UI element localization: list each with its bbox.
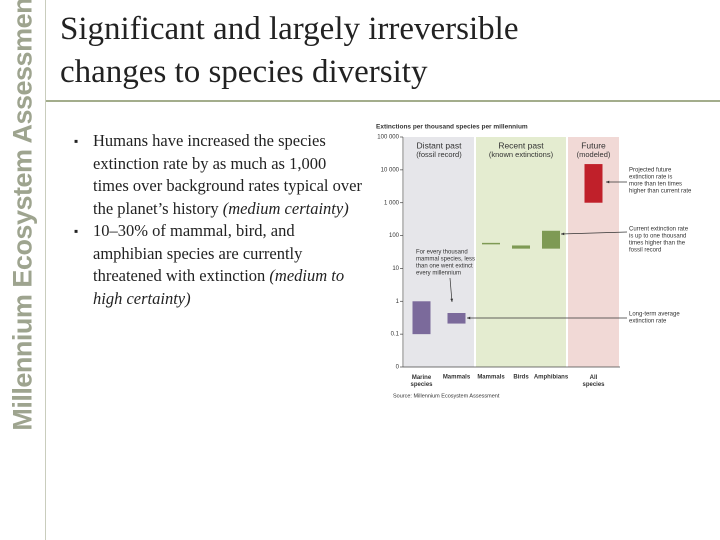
annotation: For every thousand <box>416 250 468 256</box>
range-bar <box>512 245 530 249</box>
period-subtitle: (fossil record) <box>416 150 462 159</box>
label-word: Marine <box>412 375 432 381</box>
bullet-text: (medium certainty) <box>222 198 349 218</box>
annotation: times higher than the <box>629 241 686 247</box>
x-tick-label: Mammals <box>477 375 505 381</box>
y-tick-label: 100 000 <box>377 135 399 141</box>
y-tick-label: 1 <box>396 299 400 305</box>
arrow-head <box>561 232 565 236</box>
slide-title: Significant and largely irreversible cha… <box>60 8 519 94</box>
period-subtitle: (known extinctions) <box>489 150 554 159</box>
annotation: higher than current rate <box>629 189 692 195</box>
bullet-text: Humans have increased the species extinc… <box>93 131 362 218</box>
label-word: species <box>582 382 605 388</box>
annotation: every millennium <box>416 271 461 277</box>
period-panel <box>476 137 566 367</box>
y-tick-label: 10 000 <box>381 167 400 173</box>
arrow-head <box>467 316 471 320</box>
bullet: 10–30% of mammal, bird, and amphibian sp… <box>74 220 366 310</box>
annotation: than one went extinct <box>416 264 473 270</box>
bullet-list: Humans have increased the species extinc… <box>74 130 366 310</box>
period-name: Recent past <box>498 140 544 150</box>
x-tick-label: Amphibians <box>534 375 569 381</box>
annotation: Projected future <box>629 168 672 174</box>
period-name: Future <box>581 140 606 150</box>
source: Source: Millennium Ecosystem Assessment <box>393 393 500 399</box>
x-tick-label: All species <box>582 375 605 388</box>
period-name: Distant past <box>417 140 463 150</box>
range-bar <box>447 313 466 324</box>
annotation: Current extinction rate <box>629 227 689 233</box>
annotation: Long-term average <box>629 312 680 318</box>
sidebar: Millennium Ecosystem Assessment <box>0 0 46 540</box>
annotation: mammal species, less <box>416 257 475 263</box>
arrow-head <box>450 298 454 302</box>
range-bar <box>584 164 603 203</box>
title-line: changes to species diversity <box>60 54 428 90</box>
period-subtitle: (modeled) <box>577 150 611 159</box>
range-bar <box>412 301 431 335</box>
arrow-head <box>606 180 610 184</box>
arrow <box>560 231 628 235</box>
title-line: Significant and largely irreversible <box>60 11 519 47</box>
x-tick-label: Mammals <box>443 375 471 381</box>
y-tick-label: 0 <box>396 365 400 371</box>
label-word: species <box>410 382 433 388</box>
chart-title: Extinctions per thousand species per mil… <box>376 124 528 131</box>
y-tick-label: 0.1 <box>391 332 400 338</box>
title-rule <box>46 100 720 102</box>
label-word: All <box>590 375 598 381</box>
arrow <box>449 277 453 303</box>
annotation: more than ten times <box>629 182 682 188</box>
bullet: Humans have increased the species extinc… <box>74 130 366 220</box>
annotation: extinction rate is <box>629 175 672 181</box>
annotation: is up to one thousand <box>629 234 686 240</box>
y-tick-label: 100 <box>389 233 400 239</box>
x-tick-label: Birds <box>513 375 529 381</box>
bullet-text: 10–30% of mammal, bird, and amphibian sp… <box>93 221 303 285</box>
range-bar <box>542 230 560 249</box>
x-tick-label: Marine species <box>410 375 433 388</box>
range-bar <box>482 242 500 245</box>
annotation: extinction rate <box>629 319 667 325</box>
y-tick-label: 1 000 <box>384 200 400 206</box>
bullet-text: (medium to high certainty) <box>93 266 345 308</box>
annotation: fossil record <box>629 248 661 254</box>
y-tick-label: 10 <box>392 266 399 272</box>
